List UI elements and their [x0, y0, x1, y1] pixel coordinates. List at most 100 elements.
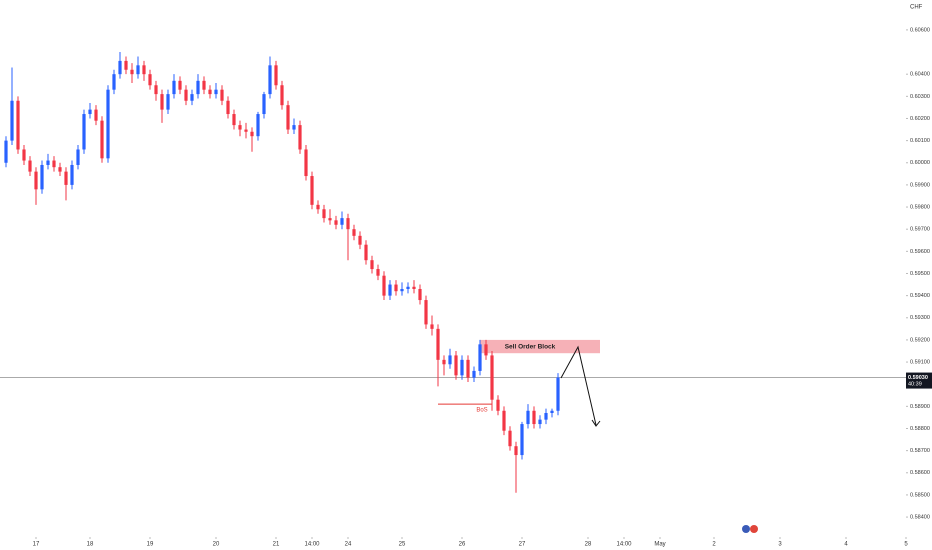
- y-tick-label: 0.60300: [910, 94, 930, 100]
- candle-body: [118, 60, 122, 75]
- candle-body: [34, 171, 38, 190]
- candle-body: [460, 359, 464, 376]
- x-tick-label: 26: [459, 542, 466, 548]
- candle-body: [28, 160, 32, 172]
- candle-body: [166, 94, 170, 110]
- candle-body: [526, 410, 530, 425]
- candle-body: [154, 85, 158, 95]
- projection-arrow: [560, 345, 597, 426]
- y-tick-label: 0.58500: [910, 492, 930, 498]
- currency-label: CHF: [910, 5, 923, 11]
- candle-body: [106, 89, 110, 159]
- y-tick-label: 0.59100: [910, 360, 930, 366]
- candle-body: [22, 149, 26, 161]
- y-tick-label: 0.58400: [910, 515, 930, 521]
- y-tick-label: 0.59600: [910, 249, 930, 255]
- y-tick-label: 0.58700: [910, 448, 930, 454]
- x-tick-label: 18: [87, 542, 94, 548]
- candle-body: [184, 89, 188, 101]
- candle-body: [4, 140, 8, 163]
- candle-body: [76, 149, 80, 165]
- x-tick-label: 24: [345, 542, 352, 548]
- candle-body: [202, 80, 206, 90]
- candle-body: [112, 74, 116, 90]
- x-tick-label: 14:00: [616, 542, 632, 548]
- candle-body: [334, 220, 338, 225]
- candle-body: [190, 94, 194, 101]
- candle-body: [256, 114, 260, 137]
- candle-body: [352, 229, 356, 236]
- last-price-label: 0.59030: [908, 375, 928, 381]
- candle-body: [358, 235, 362, 245]
- candle-body: [232, 114, 236, 126]
- candle-body: [100, 120, 104, 159]
- candle-body: [472, 370, 476, 378]
- candle-body: [304, 149, 308, 177]
- candle-body: [418, 288, 422, 301]
- y-tick-label: 0.60600: [910, 27, 930, 33]
- candle-body: [250, 131, 254, 137]
- candle-body: [388, 284, 392, 296]
- candle-body: [406, 286, 410, 289]
- candle-body: [538, 419, 542, 425]
- sell-order-block: [480, 339, 600, 354]
- candle-body: [454, 355, 458, 376]
- candle-body: [196, 80, 200, 95]
- candle-body: [40, 164, 44, 190]
- candle-body: [442, 359, 446, 365]
- candle-body: [274, 65, 278, 86]
- candle-body: [316, 204, 320, 210]
- candle-body: [478, 344, 482, 371]
- y-tick-label: 0.58600: [910, 470, 930, 476]
- candle-body: [82, 114, 86, 150]
- x-tick-label: 4: [844, 542, 848, 548]
- candle-body: [424, 300, 428, 325]
- candle-body: [508, 430, 512, 447]
- candle-body: [346, 218, 350, 230]
- y-tick-label: 0.59800: [910, 205, 930, 211]
- x-tick-label: 3: [778, 542, 782, 548]
- candle-body: [148, 74, 152, 86]
- y-tick-label: 0.59900: [910, 182, 930, 188]
- candle-body: [280, 85, 284, 106]
- y-tick-label: 0.59500: [910, 271, 930, 277]
- x-tick-label: 19: [147, 542, 154, 548]
- y-tick-label: 0.59300: [910, 315, 930, 321]
- candle-body: [130, 69, 134, 75]
- x-tick-label: May: [654, 542, 665, 548]
- candle-body: [310, 176, 314, 205]
- candle-body: [544, 412, 548, 420]
- x-tick-label: 2: [712, 542, 716, 548]
- y-tick-label: 0.60400: [910, 72, 930, 78]
- candle-body: [496, 399, 500, 411]
- x-tick-label: 5: [904, 542, 908, 548]
- x-tick-label: 21: [273, 542, 280, 548]
- x-tick-label: 25: [399, 542, 406, 548]
- candle-body: [58, 167, 62, 172]
- candle-body: [268, 65, 272, 95]
- candle-body: [160, 94, 164, 110]
- arrow-head: [591, 419, 601, 427]
- candle-body: [46, 160, 50, 165]
- candle-body: [382, 275, 386, 296]
- candle-body: [394, 284, 398, 292]
- candle-body: [448, 355, 452, 365]
- candle-body: [142, 65, 146, 75]
- candle-body: [550, 410, 554, 413]
- x-tick-label: 14:00: [304, 542, 320, 548]
- candle-body: [70, 164, 74, 185]
- x-tick-label: 17: [33, 542, 40, 548]
- y-tick-label: 0.59400: [910, 293, 930, 299]
- candle-body: [178, 80, 182, 90]
- x-tick-label: 27: [519, 542, 526, 548]
- candle-body: [244, 129, 248, 132]
- candle-body: [466, 359, 470, 378]
- bos-label: BoS: [476, 408, 487, 414]
- last-price-box: [906, 372, 932, 389]
- y-tick-label: 0.60100: [910, 138, 930, 144]
- candle-body: [490, 355, 494, 400]
- candle-body: [220, 89, 224, 101]
- y-tick-label: 0.58800: [910, 426, 930, 432]
